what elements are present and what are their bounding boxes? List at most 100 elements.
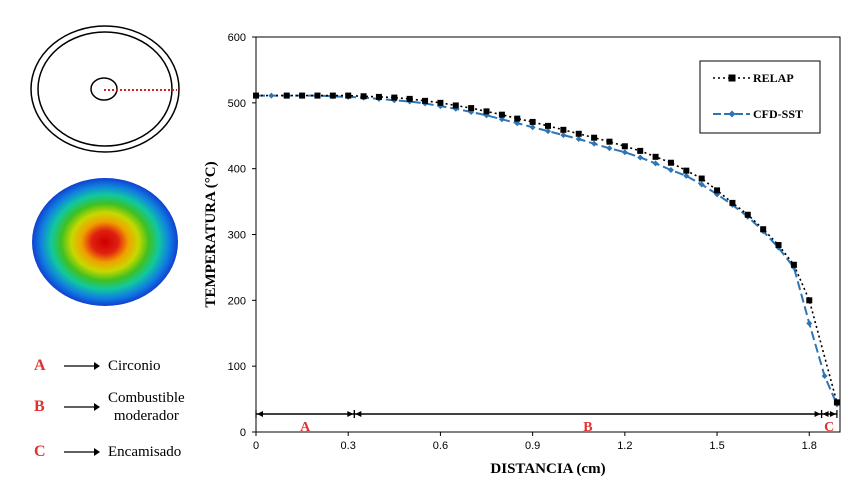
data-point-relap: [667, 159, 674, 166]
legend-marker-cfd-sst: [728, 110, 736, 118]
data-point-cfd-sst: [529, 124, 536, 131]
cross-section-figures: [30, 25, 180, 306]
data-point-relap: [422, 97, 429, 104]
x-tick-label: 0: [253, 440, 259, 452]
legend-label-relap: RELAP: [753, 71, 794, 85]
series-line-relap: [256, 94, 838, 403]
legend-box: [699, 60, 821, 134]
series-line-cfd-sst: [256, 94, 838, 405]
x-tick-label: 0.3: [341, 440, 356, 452]
data-point-relap: [529, 118, 536, 125]
region-arrowhead: [257, 411, 263, 417]
x-tick-label: 0.6: [433, 440, 448, 452]
y-tick-label: 600: [228, 32, 246, 44]
y-tick-label: 500: [228, 98, 246, 110]
data-point-relap: [483, 108, 490, 115]
legend-letter-a: A: [34, 357, 46, 374]
region-arrowhead: [814, 411, 821, 417]
data-point-relap: [744, 211, 751, 218]
data-point-relap: [437, 99, 444, 106]
data-point-cfd-sst: [683, 172, 690, 179]
data-point-cfd-sst: [545, 128, 551, 135]
chart-axes: 0 100 200 300 400 500 600 0 0.3 0.6 0.9 1.2 1.5 1.8 DI…: [203, 32, 841, 477]
data-point-cfd-sst: [591, 140, 598, 147]
x-tick-label: 1.2: [617, 440, 632, 452]
x-tick-label: 1.5: [709, 440, 724, 452]
left-panel: [0, 0, 210, 480]
data-point-relap: [606, 138, 613, 145]
data-point-cfd-sst: [637, 154, 644, 161]
legend-text-b: Combustible moderador: [108, 390, 185, 424]
data-point-relap: [545, 122, 551, 129]
data-point-relap: [790, 261, 797, 268]
data-point-relap: [391, 94, 398, 101]
data-point-relap: [452, 102, 459, 109]
x-tick-label: 0.9: [525, 440, 540, 452]
legend-text-a: Circonio: [108, 358, 161, 374]
y-tick-label: 100: [228, 361, 246, 373]
data-point-relap: [468, 105, 475, 112]
data-point-relap: [652, 153, 659, 160]
data-point-relap: [775, 242, 782, 249]
data-point-relap: [360, 93, 367, 100]
data-point-relap: [283, 92, 290, 99]
data-point-relap: [760, 226, 767, 233]
legend-letter-b: B: [34, 398, 45, 415]
arrow-right-icon: [64, 362, 100, 370]
legend-letter-c: C: [34, 443, 46, 460]
data-point-relap: [498, 111, 505, 118]
legend-row-b: B Combustible moderador: [34, 389, 185, 425]
data-point-relap: [621, 143, 628, 150]
x-axis-label: DISTANCIA (cm): [490, 461, 605, 477]
arrow-right-icon: [64, 403, 100, 411]
data-point-relap: [833, 399, 840, 406]
y-tick-label: 0: [240, 427, 246, 439]
data-point-relap: [729, 199, 736, 206]
data-point-cfd-sst: [621, 149, 628, 156]
legend-row-c: C Encamisado: [34, 443, 181, 461]
x-tick-label: 1.8: [802, 440, 817, 452]
data-point-relap: [591, 134, 598, 141]
region-label: C: [824, 420, 834, 435]
region-markers: A B C: [255, 410, 838, 435]
data-point-relap: [698, 175, 705, 182]
data-point-relap: [314, 92, 321, 99]
data-point-cfd-sst: [498, 116, 505, 123]
data-point-relap: [299, 92, 306, 99]
data-point-relap: [514, 115, 521, 122]
data-point-relap: [575, 130, 582, 137]
data-point-relap: [683, 167, 690, 174]
region-label: B: [583, 420, 592, 435]
data-point-relap: [253, 92, 259, 99]
data-point-relap: [714, 187, 721, 194]
data-point-relap: [345, 92, 352, 99]
rod-schematic: [30, 25, 180, 153]
region-arrowhead: [822, 411, 829, 417]
data-point-cfd-sst: [698, 181, 705, 188]
data-point-relap: [637, 147, 644, 154]
legend-label-cfd-sst: CFD-SST: [753, 107, 803, 121]
data-point-relap: [329, 92, 336, 99]
region-arrowhead: [829, 411, 836, 417]
legend-marker-relap: [728, 74, 736, 82]
data-point-relap: [375, 93, 382, 100]
chart-legend: RELAP CFD-SST: [699, 60, 821, 134]
legend-text-c: Encamisado: [108, 444, 182, 460]
region-arrowhead: [347, 411, 354, 417]
data-point-cfd-sst: [821, 373, 828, 380]
temperature-contour: [32, 178, 178, 306]
y-tick-label: 200: [228, 295, 246, 307]
arrow-right-icon: [64, 448, 100, 456]
y-tick-label: 400: [228, 164, 246, 176]
data-point-relap: [406, 95, 413, 102]
region-arrowhead: [355, 411, 362, 417]
data-point-relap: [806, 297, 813, 304]
data-point-cfd-sst: [575, 136, 582, 143]
y-tick-label: 300: [228, 230, 246, 242]
data-point-cfd-sst: [268, 92, 275, 99]
chart-series: [253, 92, 840, 408]
y-axis-label: TEMPERATURA (°C): [203, 161, 219, 307]
data-point-cfd-sst: [606, 145, 613, 152]
data-point-cfd-sst: [560, 132, 567, 139]
